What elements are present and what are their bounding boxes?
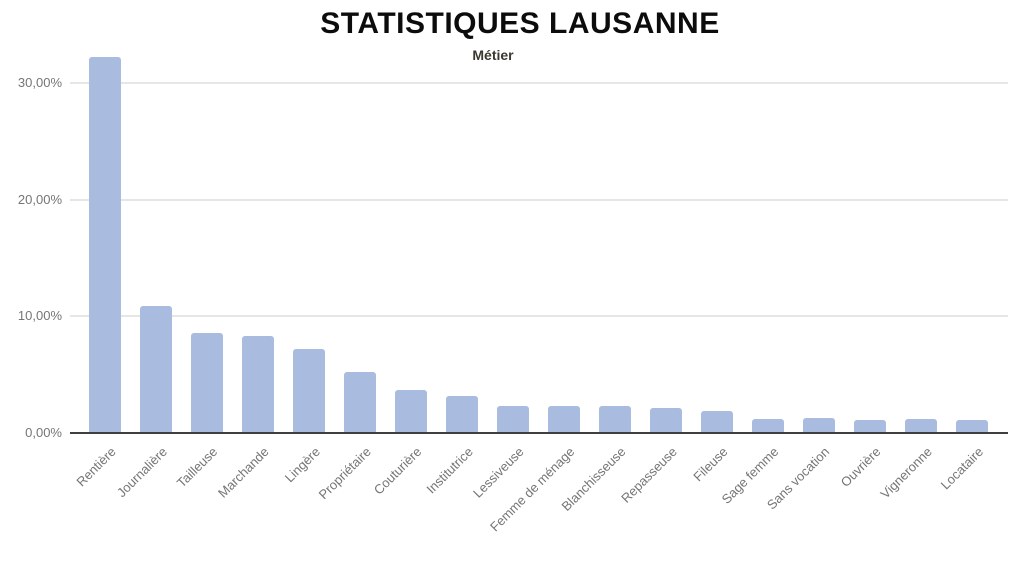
x-axis-label: Locataire [937, 444, 986, 493]
x-axis-label: Fileuse [690, 444, 731, 485]
gridline [70, 81, 1008, 84]
x-axis-label: Journalière [113, 444, 170, 501]
x-axis-label: Institutrice [423, 444, 476, 497]
y-axis-label: 30,00% [17, 74, 62, 90]
bar-vigneronne[interactable] [905, 419, 937, 433]
x-axis-label: Marchande [215, 444, 272, 501]
bar-institutrice[interactable] [446, 396, 478, 433]
x-axis-label: Couturière [371, 444, 425, 498]
bar-repasseuse[interactable] [650, 408, 682, 433]
bar-marchande[interactable] [242, 336, 274, 433]
bar-femme-de-menage[interactable] [548, 406, 580, 433]
bar-ouvriere[interactable] [854, 420, 886, 433]
bar-lessiveuse[interactable] [497, 406, 529, 433]
plot-area [70, 57, 1008, 434]
bar-fileuse[interactable] [701, 411, 733, 433]
bar-rentiere[interactable] [89, 57, 121, 433]
y-axis: 0,00% 10,00% 20,00% 30,00% [0, 0, 62, 561]
y-axis-label: 10,00% [17, 308, 62, 324]
x-axis-label: Rentière [73, 444, 119, 490]
bar-blanchisseuse[interactable] [599, 406, 631, 433]
bar-journaliere[interactable] [140, 306, 172, 433]
bar-couturiere[interactable] [395, 390, 427, 433]
chart-subtitle: Métier [472, 47, 514, 63]
gridline [70, 198, 1008, 201]
bar-tailleuse[interactable] [191, 333, 223, 433]
bar-locataire[interactable] [956, 420, 988, 433]
y-axis-label: 0,00% [25, 425, 62, 440]
x-axis-label: Lingère [281, 444, 323, 486]
bar-sage-femme[interactable] [752, 419, 784, 433]
x-axis-label: Vigneronne [877, 444, 935, 502]
bar-lingere[interactable] [293, 349, 325, 433]
gridline [70, 315, 1008, 318]
chart-title: STATISTIQUES LAUSANNE [320, 7, 720, 40]
y-axis-label: 20,00% [17, 191, 62, 207]
bar-sans-vocation[interactable] [803, 418, 835, 433]
x-axis-line [70, 432, 1008, 434]
bar-proprietaire[interactable] [344, 372, 376, 433]
x-axis-label: Tailleuse [174, 444, 221, 491]
x-axis-label: Propriétaire [315, 444, 374, 503]
x-axis-label: Ouvrière [837, 444, 884, 490]
